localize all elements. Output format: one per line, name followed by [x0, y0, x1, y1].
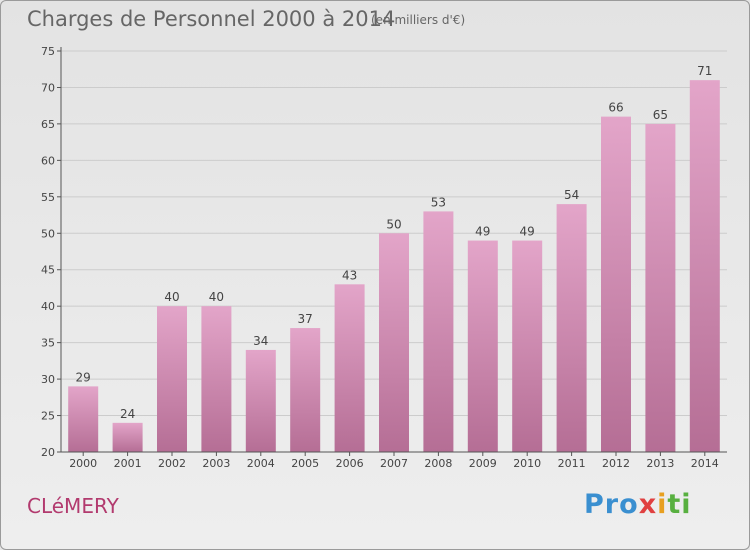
y-tick-label: 75: [41, 45, 55, 58]
bar: [423, 211, 454, 452]
x-tick-label: 2006: [336, 457, 364, 470]
x-tick-label: 2005: [291, 457, 319, 470]
bar: [201, 306, 232, 452]
data-label: 24: [120, 407, 135, 421]
x-tick-label: 2014: [691, 457, 719, 470]
logo-letter: t: [667, 489, 682, 520]
bar: [157, 306, 187, 452]
data-label: 40: [164, 290, 179, 304]
bar: [245, 349, 276, 452]
data-label: 29: [76, 370, 91, 384]
data-label: 49: [520, 225, 535, 239]
logo-letter: i: [657, 489, 668, 520]
bar: [379, 233, 409, 452]
y-tick-label: 40: [41, 300, 55, 313]
bar: [290, 328, 321, 452]
x-tick-label: 2003: [202, 457, 230, 470]
y-tick-label: 50: [41, 227, 55, 240]
x-tick-label: 2000: [69, 457, 97, 470]
x-tick-label: 2008: [424, 457, 452, 470]
logo-letter: i: [681, 489, 692, 520]
data-label: 71: [697, 64, 712, 78]
x-tick-label: 2012: [602, 457, 630, 470]
y-tick-label: 70: [41, 81, 55, 94]
data-label: 54: [564, 188, 579, 202]
y-tick-label: 60: [41, 154, 55, 167]
x-tick-label: 2009: [469, 457, 497, 470]
data-label: 49: [475, 225, 490, 239]
bar: [112, 422, 143, 452]
data-label: 53: [431, 195, 446, 209]
data-label: 66: [608, 101, 623, 115]
x-tick-label: 2002: [158, 457, 186, 470]
bar: [689, 80, 720, 452]
bar: [512, 240, 543, 452]
bar: [68, 386, 99, 452]
proxiti-logo: Proxiti: [584, 489, 692, 520]
logo-letter: x: [638, 489, 658, 520]
y-tick-label: 30: [41, 373, 55, 386]
y-tick-label: 20: [41, 446, 55, 459]
logo-letter: r: [604, 489, 620, 520]
bar: [645, 123, 676, 452]
data-label: 37: [298, 312, 313, 326]
y-tick-label: 25: [41, 410, 55, 423]
y-tick-label: 55: [41, 191, 55, 204]
x-tick-label: 2001: [114, 457, 142, 470]
data-label: 65: [653, 108, 668, 122]
bar: [467, 240, 498, 452]
commune-name: CLéMERY: [27, 494, 119, 518]
bar: [556, 204, 587, 452]
bar: [601, 116, 631, 453]
logo-letter: o: [619, 489, 639, 520]
x-tick-label: 2007: [380, 457, 408, 470]
bar: [334, 284, 365, 452]
y-tick-label: 65: [41, 118, 55, 131]
chart-subtitle: (en milliers d'€): [371, 13, 466, 27]
x-tick-label: 2004: [247, 457, 275, 470]
y-tick-label: 45: [41, 264, 55, 277]
x-tick-label: 2010: [513, 457, 541, 470]
chart-title: Charges de Personnel 2000 à 2014: [27, 7, 396, 31]
x-tick-label: 2013: [646, 457, 674, 470]
data-label: 40: [209, 290, 224, 304]
x-tick-label: 2011: [558, 457, 586, 470]
data-label: 43: [342, 268, 357, 282]
logo-letter: P: [584, 489, 605, 520]
data-label: 50: [386, 217, 401, 231]
y-tick-label: 35: [41, 337, 55, 350]
data-label: 34: [253, 334, 268, 348]
